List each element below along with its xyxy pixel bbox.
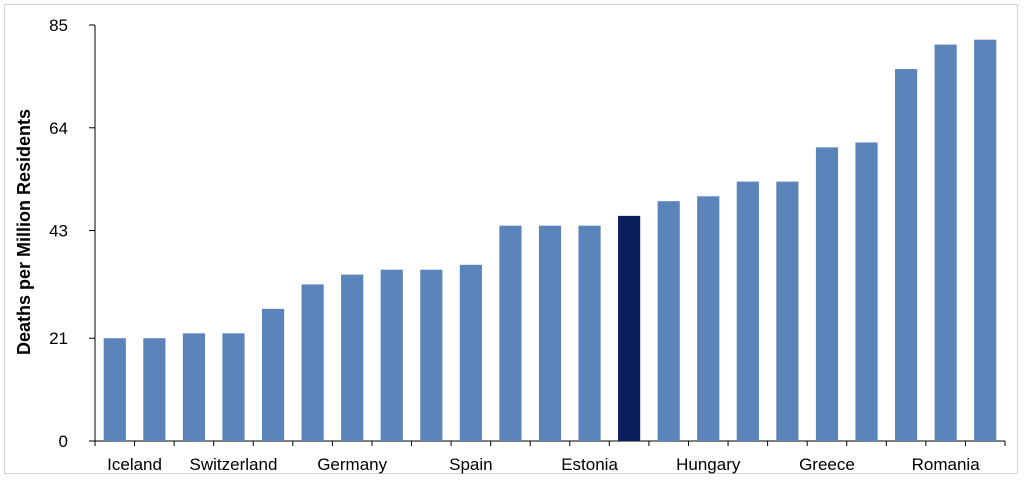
bar (182, 333, 205, 441)
bars (103, 39, 997, 442)
y-ticks: 0 21 43 64 85 (49, 16, 95, 451)
bar (380, 269, 403, 441)
y-tick-label: 0 (59, 432, 68, 451)
bar (261, 308, 285, 441)
bar (301, 284, 324, 441)
bar (895, 69, 918, 442)
bar (934, 44, 957, 441)
x-tick-label: Greece (799, 455, 855, 474)
y-axis-title: Deaths per Million Residents (14, 109, 34, 355)
x-tick-label: Germany (317, 455, 387, 474)
y-tick-label: 21 (49, 329, 68, 348)
bar (657, 201, 680, 441)
bar (578, 225, 601, 441)
bar (974, 39, 997, 442)
bar (538, 225, 562, 441)
bar (815, 147, 839, 441)
y-tick-label: 85 (49, 16, 68, 35)
y-tick-label: 43 (49, 222, 68, 241)
x-tick-label: Estonia (561, 455, 618, 474)
bar (855, 142, 878, 441)
x-tick-label: Spain (449, 455, 492, 474)
x-labels: Iceland Switzerland Germany Spain Estonia Hun… (107, 455, 980, 474)
bar (776, 181, 799, 442)
bar (499, 225, 522, 441)
bar (736, 181, 759, 442)
y-tick-label: 64 (49, 119, 68, 138)
bar (697, 196, 720, 441)
bar (341, 274, 364, 441)
x-tick-label: Hungary (676, 455, 741, 474)
bar (459, 264, 482, 441)
bar (222, 333, 245, 441)
bar (143, 338, 166, 441)
x-tick-label: Romania (912, 455, 981, 474)
x-tick-label: Switzerland (190, 455, 278, 474)
x-tick-label: Iceland (107, 455, 162, 474)
bar (420, 269, 443, 441)
bar (103, 338, 126, 441)
bar (618, 215, 641, 441)
